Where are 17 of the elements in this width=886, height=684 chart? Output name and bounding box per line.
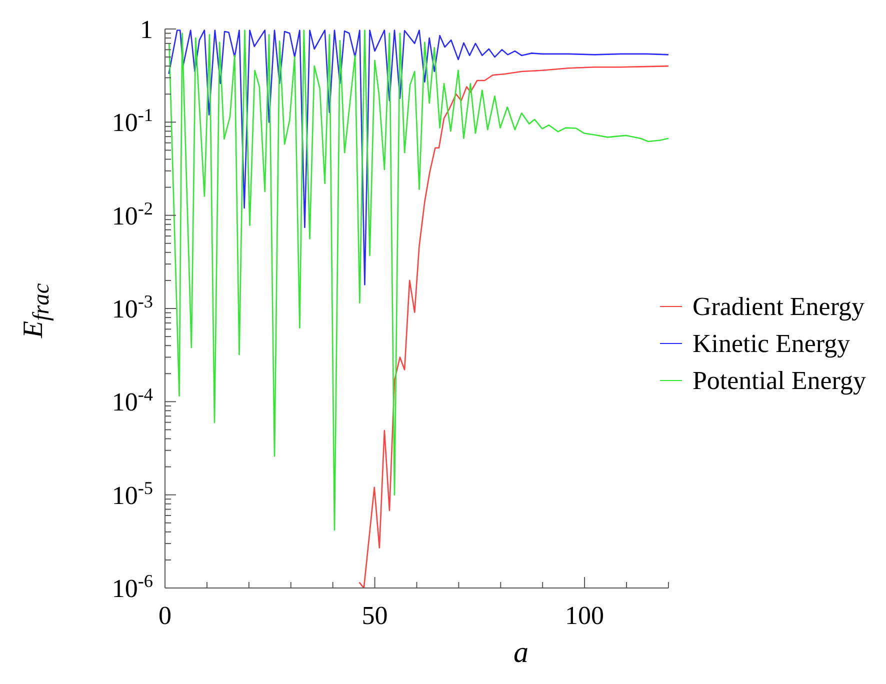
line-series [168,30,668,531]
legend-label: Kinetic Energy [692,328,850,358]
x-axis-title: a [512,636,530,670]
y-tick-label: 10$^{-6}$ [112,571,153,603]
x-tick-label: 0 [158,601,172,630]
y-tick-label: 10$^{-1}$ [112,105,153,138]
y-tick-label: 10$^{-2}$ [112,198,153,230]
y-tick-label: 1 [140,15,153,44]
x-tick-label: 100 [565,601,604,630]
legend-label: Potential Energy [692,366,866,396]
y-tick-label: 10$^{-3}$ [112,292,153,324]
x-tick-label: 50 [362,601,388,630]
line-series [168,30,668,286]
line-series [358,65,668,588]
legend-label: Gradient Energy [692,292,865,322]
y-tick-label: 10$^{-5}$ [112,478,153,510]
y-tick-label: 10$^{-4}$ [112,384,153,417]
